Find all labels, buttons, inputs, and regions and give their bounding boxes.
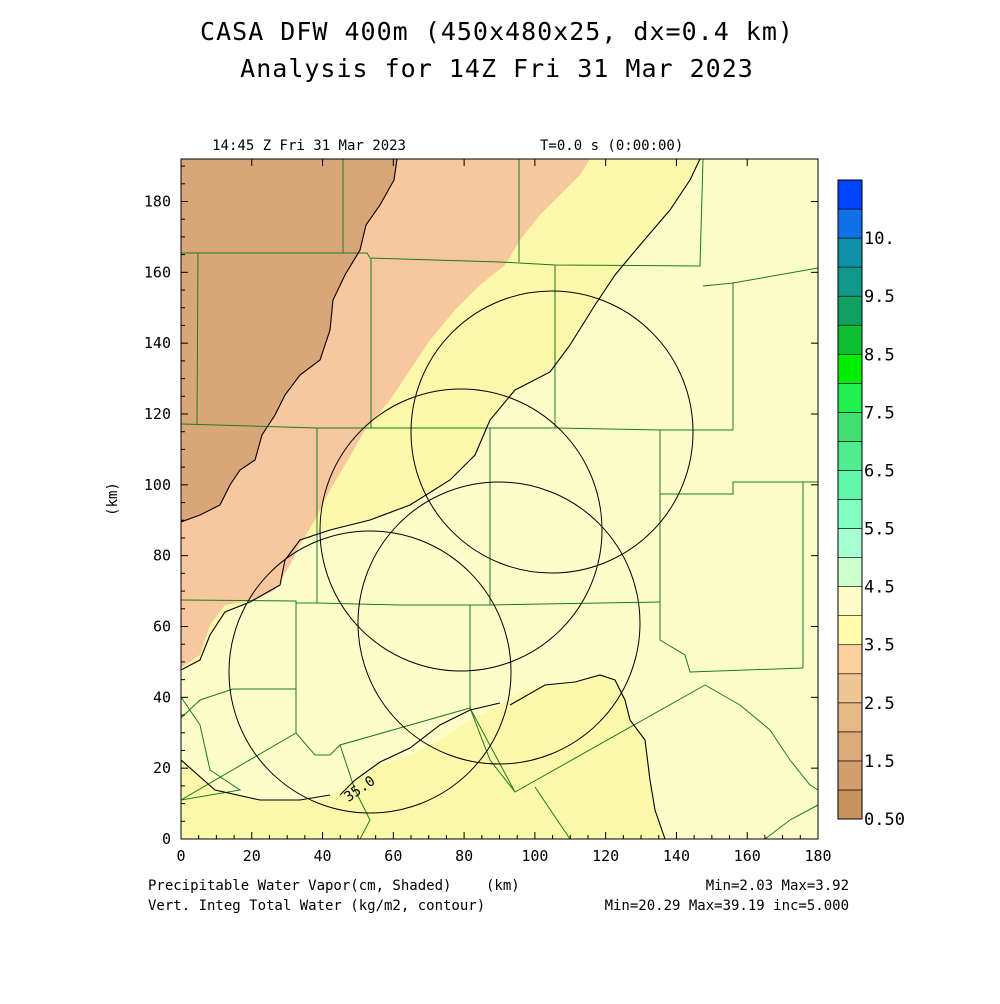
colorbar-label: 7.5 <box>864 403 895 423</box>
colorbar-label: 2.5 <box>864 694 895 714</box>
colorbar-swatch <box>837 179 863 210</box>
colorbar-label: 5.5 <box>864 520 895 540</box>
radar-range-rings <box>228 290 694 814</box>
y-tick-label: 120 <box>144 405 171 423</box>
y-tick-label: 180 <box>144 193 171 211</box>
colorbar-label: 3.5 <box>864 636 895 656</box>
colorbar-label: 6.5 <box>864 461 895 481</box>
colorbar-swatch <box>837 353 863 384</box>
colorbar: 0.50 1.5 2.5 3.5 4.5 5.5 6.5 7.5 8.5 9.5 10. <box>837 179 905 830</box>
x-tick-label: 120 <box>592 847 619 865</box>
pwv-fill-yellow-south <box>181 675 665 839</box>
x-tick-label: 0 <box>176 847 185 865</box>
valid-time-label: 14:45 Z Fri 31 Mar 2023 <box>212 138 406 154</box>
colorbar-label: 8.5 <box>864 345 895 365</box>
radar-ring-3 <box>357 481 641 765</box>
contour-field-label: Vert. Integ Total Water (kg/m2, contour) <box>148 898 485 914</box>
radar-ring-1 <box>410 290 694 574</box>
y-tick-label: 0 <box>162 830 171 848</box>
x-tick-label: 180 <box>804 847 831 865</box>
y-tick-label: 100 <box>144 476 171 494</box>
colorbar-label: 4.5 <box>864 578 895 598</box>
colorbar-swatch <box>837 208 863 239</box>
colorbar-swatch <box>837 557 863 587</box>
x-tick-label: 80 <box>455 847 473 865</box>
county-boundaries <box>181 159 818 839</box>
colorbar-swatch <box>837 324 863 355</box>
colorbar-swatch <box>837 731 863 762</box>
shaded-field-label: Precipitable Water Vapor(cm, Shaded) <box>148 878 451 894</box>
contour-stats: Min=20.29 Max=39.19 inc=5.000 <box>605 898 849 914</box>
colorbar-swatch <box>837 615 863 646</box>
figure-subtitle: Analysis for 14Z Fri 31 Mar 2023 <box>240 54 754 83</box>
colorbar-swatch <box>837 644 863 675</box>
x-axis-unit: (km) <box>486 878 520 894</box>
colorbar-swatch <box>837 412 863 442</box>
radar-ring-2 <box>319 388 603 672</box>
pwv-fill-light-pocket <box>181 695 345 800</box>
x-tick-label: 60 <box>384 847 402 865</box>
x-tick-label: 20 <box>243 847 261 865</box>
colorbar-swatch <box>837 760 863 791</box>
y-axis: 0 20 40 60 80 100 120 140 160 180 <box>144 165 818 848</box>
x-tick-label: 160 <box>734 847 761 865</box>
colorbar-swatch <box>837 673 863 704</box>
colorbar-label: 0.50 <box>864 810 905 830</box>
colorbar-swatch <box>837 499 863 529</box>
map-plot-area: 35.0 <box>181 159 818 839</box>
y-tick-label: 40 <box>153 688 171 706</box>
radar-ring-4 <box>228 530 512 814</box>
colorbar-swatch <box>837 295 863 326</box>
colorbar-frame <box>837 179 863 820</box>
figure-title: CASA DFW 400m (450x480x25, dx=0.4 km) <box>200 17 794 46</box>
y-tick-label: 20 <box>153 759 171 777</box>
x-tick-label: 140 <box>663 847 690 865</box>
colorbar-label: 1.5 <box>864 752 895 772</box>
colorbar-swatch <box>837 528 863 558</box>
colorbar-label: 9.5 <box>864 287 895 307</box>
y-tick-label: 140 <box>144 334 171 352</box>
model-time-label: T=0.0 s (0:00:00) <box>540 138 683 154</box>
y-tick-label: 80 <box>153 547 171 565</box>
colorbar-swatch <box>837 586 863 616</box>
y-tick-label: 60 <box>153 618 171 636</box>
y-tick-label: 160 <box>144 263 171 281</box>
x-tick-label: 40 <box>314 847 332 865</box>
colorbar-swatch <box>837 441 863 471</box>
shaded-stats: Min=2.03 Max=3.92 <box>706 878 849 894</box>
x-axis: 0 20 40 60 80 100 120 140 160 180 <box>176 159 832 865</box>
colorbar-swatch <box>837 383 863 413</box>
colorbar-swatch <box>837 266 863 297</box>
y-axis-unit: (km) <box>105 482 121 516</box>
x-tick-label: 100 <box>521 847 548 865</box>
colorbar-swatch <box>837 702 863 733</box>
colorbar-swatch <box>837 237 863 268</box>
colorbar-label: 10. <box>864 229 895 249</box>
colorbar-swatch <box>837 470 863 500</box>
colorbar-swatch <box>837 789 863 820</box>
total-water-contours <box>181 159 701 839</box>
